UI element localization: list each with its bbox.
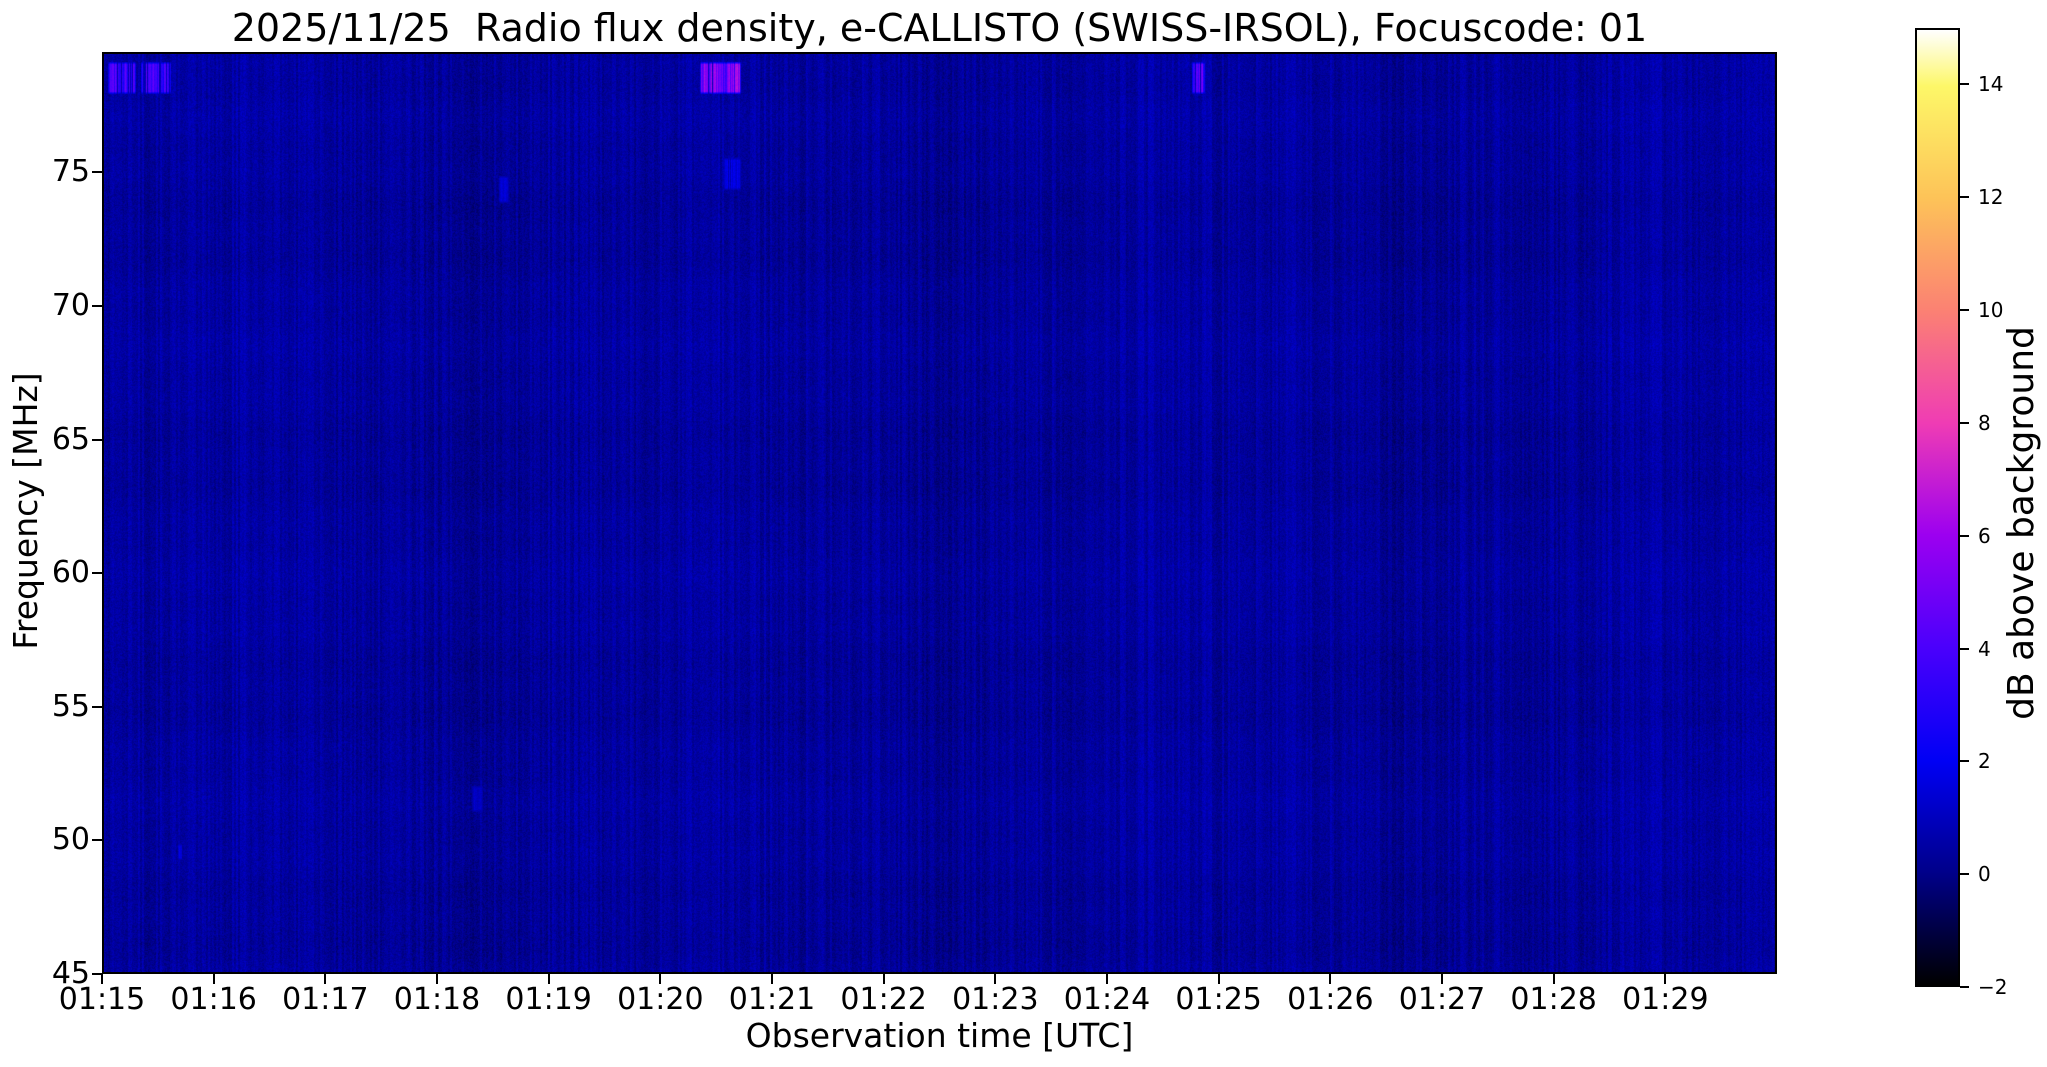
x-tick-label: 01:20 <box>617 982 704 1017</box>
colorbar-tick-label: 6 <box>1978 523 1991 548</box>
x-tick-mark <box>882 974 885 984</box>
y-tick-label: 65 <box>51 421 90 457</box>
colorbar-tick-mark <box>1960 873 1969 876</box>
y-axis-label: Frequency [MHz] <box>6 372 45 650</box>
colorbar <box>1915 28 1960 987</box>
x-tick-label: 01:22 <box>840 982 927 1017</box>
x-tick-mark <box>1664 974 1667 984</box>
x-tick-mark <box>101 974 103 984</box>
colorbar-tick-label: 14 <box>1978 72 2004 97</box>
y-tick-mark <box>92 839 102 842</box>
y-tick-label: 55 <box>51 688 90 724</box>
x-tick-label: 01:26 <box>1287 982 1374 1017</box>
colorbar-tick-label: 4 <box>1978 636 1991 661</box>
colorbar-tick-label: 0 <box>1978 862 1991 887</box>
colorbar-label: dB above background <box>2001 326 2042 720</box>
y-tick-label: 45 <box>51 956 90 991</box>
x-tick-label: 01:18 <box>393 982 481 1017</box>
y-tick-label: 60 <box>51 555 90 591</box>
colorbar-tick-label: 8 <box>1978 410 1991 435</box>
x-tick-label: 01:29 <box>1622 982 1709 1017</box>
colorbar-tick-mark <box>1960 83 1969 86</box>
spectrogram-canvas <box>104 54 1775 972</box>
x-tick-label: 01:15 <box>58 982 146 1017</box>
x-tick-label: 01:21 <box>728 982 816 1017</box>
x-tick-label: 01:19 <box>505 982 592 1017</box>
y-tick-mark <box>92 572 102 575</box>
colorbar-tick-mark <box>1960 196 1969 199</box>
colorbar-tick-mark <box>1960 309 1969 312</box>
x-tick-mark <box>1329 974 1332 984</box>
y-tick-mark <box>92 973 102 975</box>
colorbar-tick-label: 2 <box>1978 749 1991 774</box>
x-tick-label: 01:25 <box>1175 982 1262 1017</box>
x-tick-label: 01:24 <box>1063 982 1151 1017</box>
y-tick-mark <box>92 438 102 441</box>
y-tick-mark <box>92 171 102 174</box>
colorbar-tick-mark <box>1960 760 1969 763</box>
x-tick-mark <box>659 974 662 984</box>
y-tick-label: 75 <box>51 154 90 190</box>
x-tick-mark <box>324 974 327 984</box>
x-axis-label: Observation time [UTC] <box>745 1016 1134 1055</box>
colorbar-gradient <box>1917 30 1958 985</box>
colorbar-tick-label: 10 <box>1978 298 2004 323</box>
x-tick-mark <box>547 974 550 984</box>
y-tick-label: 70 <box>51 287 90 323</box>
colorbar-tick-label: −2 <box>1978 975 2008 999</box>
x-tick-label: 01:23 <box>952 982 1039 1017</box>
chart-title: 2025/11/25 Radio flux density, e-CALLIST… <box>231 6 1648 50</box>
colorbar-tick-mark <box>1960 647 1969 650</box>
plot-area <box>102 52 1777 974</box>
x-tick-mark <box>1552 974 1555 984</box>
x-tick-mark <box>1441 974 1443 984</box>
x-tick-mark <box>212 974 215 984</box>
colorbar-tick-label: 12 <box>1978 185 2004 210</box>
x-tick-label: 01:16 <box>170 982 257 1017</box>
x-tick-mark <box>436 974 438 984</box>
y-tick-label: 50 <box>51 822 90 858</box>
y-tick-mark <box>92 304 102 307</box>
x-tick-mark <box>771 974 773 984</box>
x-tick-label: 01:28 <box>1510 982 1597 1017</box>
colorbar-tick-mark <box>1960 986 1969 988</box>
x-tick-mark <box>1217 974 1220 984</box>
y-tick-mark <box>92 705 102 708</box>
colorbar-tick-mark <box>1960 421 1969 424</box>
x-tick-label: 01:17 <box>282 982 369 1017</box>
x-tick-mark <box>1106 974 1108 984</box>
x-tick-mark <box>994 974 997 984</box>
colorbar-tick-mark <box>1960 534 1969 537</box>
x-tick-label: 01:27 <box>1398 982 1486 1017</box>
